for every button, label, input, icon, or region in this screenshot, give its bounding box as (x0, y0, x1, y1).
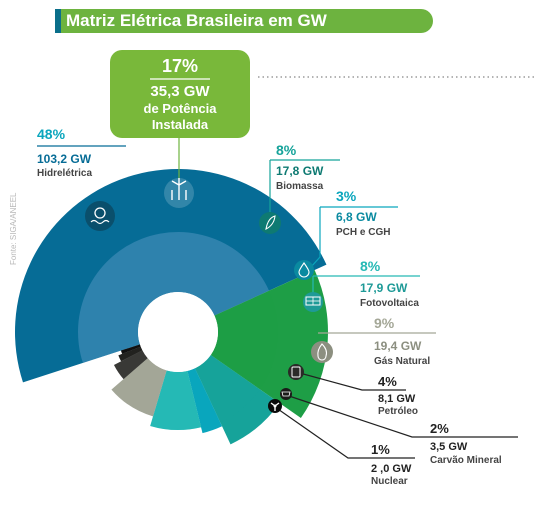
slice-petroleo (113, 350, 148, 380)
petroleo-percent-label: 4% (378, 374, 397, 389)
petroleo-value-label: 8,1 GW (378, 393, 416, 405)
slice-carvao-mineral-inner (118, 346, 143, 362)
slice-hidreletrica-inner (78, 232, 270, 363)
nuclear-value-label: 2 ,0 GW (371, 463, 412, 475)
gas-value-label: 19,4 GW (374, 339, 422, 353)
pch-name-label: PCH e CGH (336, 227, 390, 238)
slice-gas-natural-inner (111, 358, 167, 417)
slice-fotovoltaica (150, 370, 202, 430)
slice-biomassa (194, 354, 280, 445)
leader-carvao (285, 394, 518, 438)
fotovoltaica-name-label: Fotovoltaica (360, 298, 419, 309)
wind-turbine-icon (164, 178, 194, 208)
fotovoltaica-value-label: 17,9 GW (360, 281, 408, 295)
slice-eolica-inner (210, 290, 278, 390)
leader-petroleo (295, 371, 406, 391)
carvao-value-label: 3,5 GW (430, 441, 468, 453)
slice-eolica (210, 270, 329, 419)
oil-barrel-icon (288, 364, 304, 380)
leader-nuclear (274, 406, 415, 459)
carvao-name-label: Carvão Mineral (430, 455, 502, 466)
mine-cart-icon (280, 388, 292, 400)
biomass-leaf-icon (259, 212, 281, 234)
slice-nuclear-inner (120, 344, 141, 354)
hidreletrica-value-label: 103,2 GW (37, 152, 92, 166)
petroleo-name-label: Petróleo (378, 406, 418, 417)
donut-hole (138, 292, 218, 372)
nuclear-name-label: Nuclear (371, 476, 408, 487)
solar-panel-icon (303, 292, 323, 312)
gas-name-label: Gás Natural (374, 356, 430, 367)
slice-biomassa-inner (194, 354, 260, 423)
water-drop-icon (294, 260, 314, 280)
slice-gas-natural (111, 358, 167, 417)
fotovoltaica-percent-label: 8% (360, 258, 381, 274)
wind-name-line-1: de Potência (144, 101, 218, 116)
gas-percent-label: 9% (374, 315, 395, 331)
slice-carvao-mineral (118, 346, 143, 362)
carvao-percent-label: 2% (430, 421, 449, 436)
title-accent (55, 9, 61, 33)
slice-petroleo-inner (113, 350, 148, 380)
wind-name-line-2: Instalada (152, 117, 209, 132)
hidreletrica-percent-label: 48% (37, 126, 66, 142)
biomassa-value-label: 17,8 GW (276, 164, 324, 178)
wind-percent-label: 17% (162, 56, 198, 76)
chart-title: Matriz Elétrica Brasileira em GW (66, 11, 327, 30)
slice-pch-cgh (187, 368, 223, 434)
slice-nuclear (120, 344, 141, 354)
pch-value-label: 6,8 GW (336, 210, 377, 224)
slice-fotovoltaica-inner (150, 370, 202, 430)
hydro-dam-icon (85, 201, 115, 231)
slice-pch-cgh-inner (187, 368, 221, 430)
title-bar (55, 9, 433, 33)
wind-value-label: 35,3 GW (150, 83, 210, 100)
flame-icon (311, 341, 333, 363)
biomassa-percent-label: 8% (276, 142, 297, 158)
wind-callout-box (110, 50, 250, 138)
nuclear-percent-label: 1% (371, 442, 390, 457)
biomassa-name-label: Biomassa (276, 181, 324, 192)
leader-pch (310, 207, 321, 268)
pch-percent-label: 3% (336, 188, 357, 204)
source-note: Fonte: SIGA/ANEEL (9, 192, 18, 265)
radiation-icon (268, 399, 282, 413)
hidreletrica-name-label: Hidrelétrica (37, 168, 92, 179)
